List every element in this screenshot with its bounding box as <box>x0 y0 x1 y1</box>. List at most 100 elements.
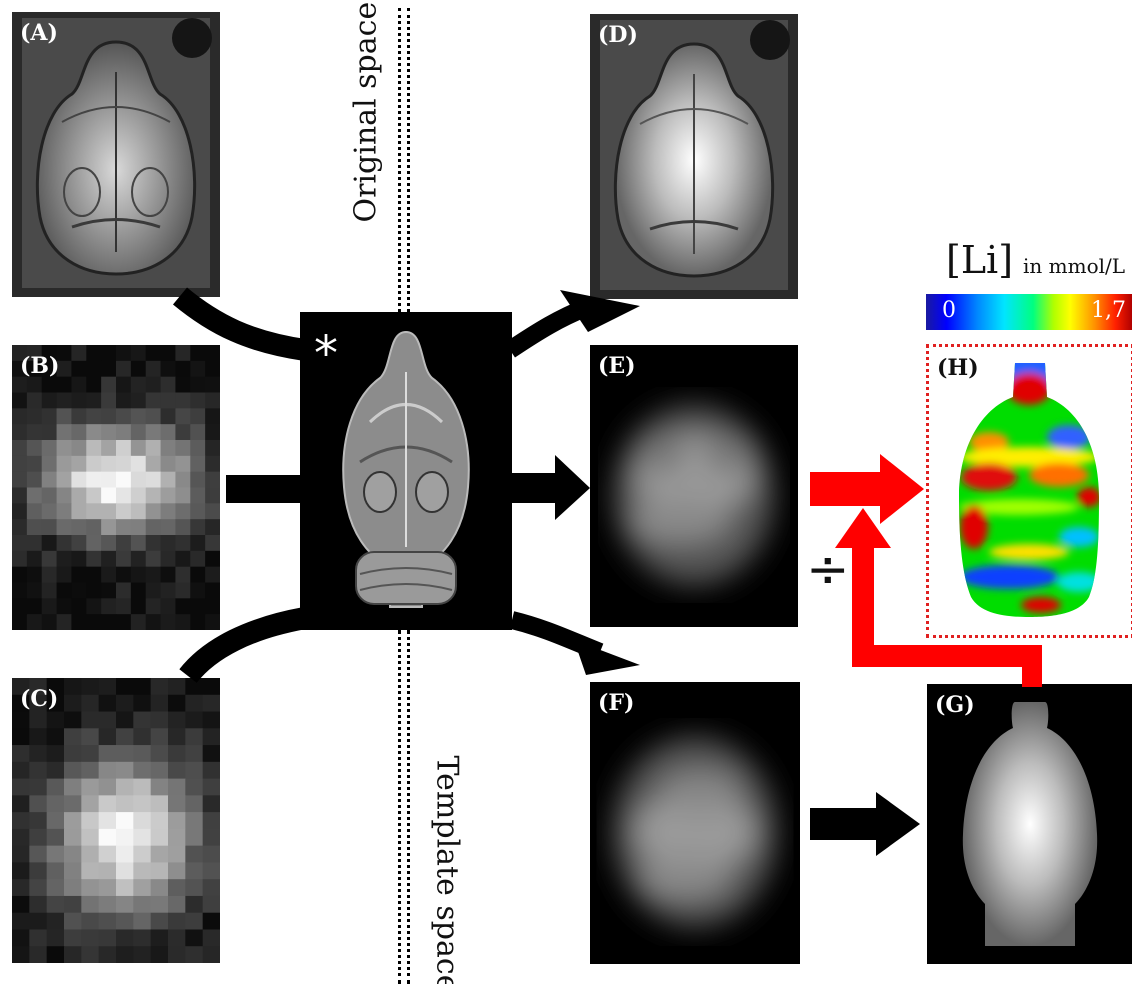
pixel-cell <box>29 812 48 830</box>
pixel-cell <box>56 392 72 409</box>
pixel-cell <box>116 828 134 847</box>
pixel-cell <box>202 778 220 796</box>
pixel-cell <box>175 535 191 552</box>
pixel-cell <box>29 929 48 947</box>
pixel-cell <box>116 598 132 615</box>
pixel-cell <box>190 455 206 473</box>
pixel-cell <box>12 862 30 880</box>
pixel-cell <box>86 614 102 630</box>
pixel-cell <box>160 503 176 520</box>
pixel-cell <box>116 376 132 393</box>
pixel-cell <box>190 440 206 457</box>
pixel-cell <box>41 424 58 441</box>
pixel-cell <box>185 728 204 746</box>
pixel-cell <box>12 795 30 813</box>
pixel-cell <box>175 440 191 457</box>
pixel-cell <box>81 761 100 780</box>
pixel-cell <box>168 929 186 947</box>
pixel-cell <box>81 879 100 897</box>
pixel-cell <box>175 408 191 425</box>
pixel-cell <box>26 455 43 473</box>
pixel-cell <box>86 392 102 409</box>
pixel-cell <box>150 761 169 780</box>
pixel-cell <box>116 929 134 947</box>
pixel-cell <box>86 550 102 568</box>
panel-b: (B) <box>12 345 220 630</box>
pixel-cell <box>168 862 186 880</box>
arrow-head-h <box>880 454 924 524</box>
pixel-cell <box>46 745 65 763</box>
pixel-cell <box>116 360 132 378</box>
pixel-cell <box>81 895 100 914</box>
pixel-cell <box>185 711 204 729</box>
panel-b-label: (B) <box>20 353 60 379</box>
pixel-cell <box>190 408 206 425</box>
pixel-cell <box>175 345 191 362</box>
pixel-cell <box>26 550 43 568</box>
pixel-cell <box>160 598 176 615</box>
pixel-cell <box>160 440 176 457</box>
panel-c: (C) <box>12 678 220 963</box>
pixel-cell <box>56 376 72 393</box>
pixel-cell <box>64 828 82 847</box>
pixel-cell <box>145 535 162 552</box>
pixel-cell <box>160 487 176 504</box>
pixel-cell <box>64 745 82 763</box>
pixel-cell <box>56 550 72 568</box>
pixel-cell <box>98 828 117 847</box>
pixel-cell <box>12 598 28 615</box>
pixel-cell <box>12 761 30 780</box>
pixel-cell <box>12 694 30 713</box>
pixel-cell <box>86 424 102 441</box>
pixel-cell <box>116 566 132 583</box>
pixel-cell <box>101 566 117 583</box>
pixel-cell <box>116 582 132 599</box>
pixel-cell <box>168 678 186 696</box>
pixel-cell <box>56 487 72 504</box>
pixel-cell <box>46 812 65 830</box>
pixel-cell <box>46 678 65 696</box>
pixel-cell <box>116 614 132 630</box>
pixel-cell <box>133 912 152 930</box>
pixel-cell <box>12 487 28 504</box>
colorbar-unit: in mmol/L <box>1023 254 1126 278</box>
pixel-cell <box>150 845 169 863</box>
pixel-cell <box>86 582 102 599</box>
pixel-cell <box>145 455 162 473</box>
pixel-cell <box>98 694 117 713</box>
pixel-cell <box>64 845 82 863</box>
pixel-cell <box>71 455 87 473</box>
pixel-cell <box>64 812 82 830</box>
pixel-cell <box>86 503 102 520</box>
pixel-cell <box>86 345 102 362</box>
pixel-cell <box>133 778 152 796</box>
pixel-cell <box>12 929 30 947</box>
pixel-cell <box>160 392 176 409</box>
pixel-cell <box>46 845 65 863</box>
pixel-cell <box>26 487 43 504</box>
pixel-cell <box>205 598 220 615</box>
divider-top-left <box>398 8 401 312</box>
pixel-cell <box>175 360 191 378</box>
pixel-cell <box>71 376 87 393</box>
pixel-cell <box>205 519 220 536</box>
pixel-cell <box>41 487 58 504</box>
pixel-cell <box>101 519 117 536</box>
pixel-cell <box>26 582 43 599</box>
pixel-cell <box>46 711 65 729</box>
pixel-cell <box>41 471 58 488</box>
pixel-cell <box>101 360 117 378</box>
pixel-cell <box>202 745 220 763</box>
pixel-cell <box>175 582 191 599</box>
pixel-cell <box>12 550 28 568</box>
pixel-cell <box>168 745 186 763</box>
pixel-cell <box>130 614 147 630</box>
pixel-cell <box>101 503 117 520</box>
pixel-cell <box>190 550 206 568</box>
pixel-cell <box>56 582 72 599</box>
pixel-cell <box>133 929 152 947</box>
pixel-cell <box>202 912 220 930</box>
pixel-cell <box>26 360 43 378</box>
pixel-cell <box>150 778 169 796</box>
